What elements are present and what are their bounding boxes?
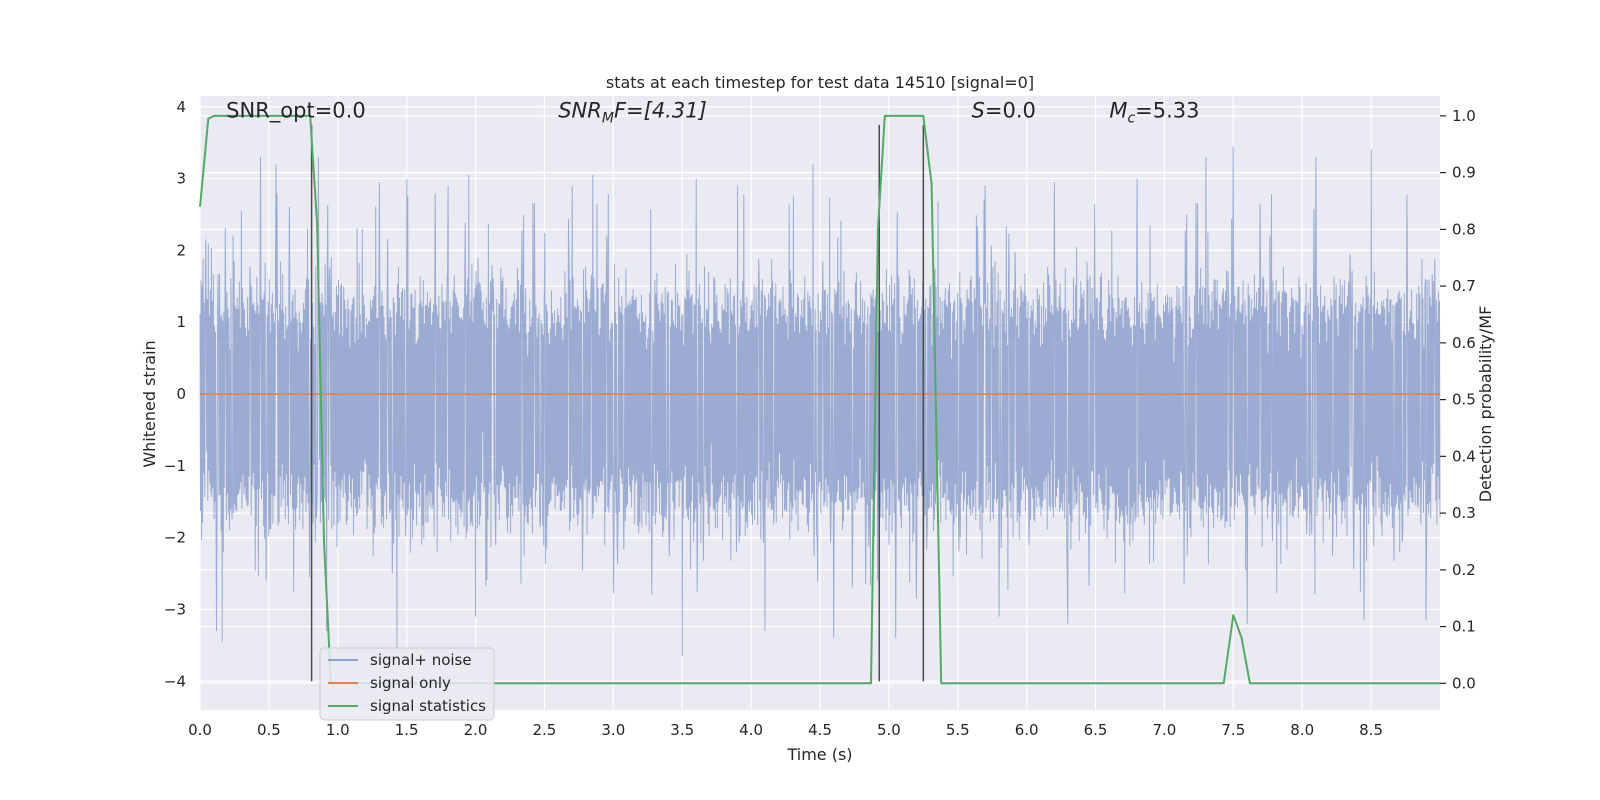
legend-label-signal-statistics: signal statistics (370, 697, 486, 715)
legend-label-signal-only: signal only (370, 674, 451, 692)
y-tick-label-3: −1 (164, 457, 186, 475)
y2-tick-label-4: 0.4 (1452, 447, 1476, 465)
y2-tick-label-10: 1.0 (1452, 107, 1476, 125)
x-tick-label-12: 6.0 (1015, 721, 1039, 739)
chart-title: stats at each timestep for test data 145… (606, 73, 1034, 92)
noise-series (199, 146, 1441, 657)
x-tick-label-0: 0.0 (188, 721, 212, 739)
y-tick-label-5: 1 (176, 313, 186, 331)
x-axis-label: Time (s) (786, 745, 852, 764)
y2-tick-label-5: 0.5 (1452, 391, 1476, 409)
y2-tick-label-9: 0.9 (1452, 164, 1476, 182)
y2-axis-label: Detection probability/MF (1476, 306, 1495, 503)
y-tick-label-0: −4 (164, 672, 186, 690)
x-tick-label-11: 5.5 (946, 721, 970, 739)
y-axis-label: Whitened strain (140, 340, 159, 467)
x-tick-label-6: 3.0 (601, 721, 625, 739)
annotation-snr-mf: SNRMF=[4.31] (558, 99, 707, 127)
y2-tick-label-3: 0.3 (1452, 504, 1476, 522)
x-tick-label-3: 1.5 (395, 721, 419, 739)
x-tick-label-16: 8.0 (1290, 721, 1314, 739)
x-tick-label-8: 4.0 (739, 721, 763, 739)
x-ticks: 0.0 0.5 1.0 1.5 2.0 2.5 3.0 3.5 4.0 4.5 5.0 5.5 6.0 6… (188, 721, 1383, 739)
y-tick-label-1: −3 (164, 600, 186, 618)
series-signal-noise (199, 146, 1441, 657)
y-tick-label-2: −2 (164, 529, 186, 547)
annotation-mc-value: Mc=5.33 (1109, 99, 1199, 127)
y2-tick-label-6: 0.6 (1452, 334, 1476, 352)
y2-tick-label-7: 0.7 (1452, 277, 1476, 295)
x-tick-label-5: 2.5 (533, 721, 557, 739)
x-tick-label-2: 1.0 (326, 721, 350, 739)
x-tick-label-13: 6.5 (1084, 721, 1108, 739)
annotation-s-value: S=0.0 (972, 99, 1036, 123)
legend: signal+ noise signal only signal statist… (319, 647, 495, 721)
x-tick-label-14: 7.0 (1153, 721, 1177, 739)
x-tick-label-1: 0.5 (257, 721, 281, 739)
line-series (199, 114, 1440, 685)
x-tick-label-15: 7.5 (1221, 721, 1245, 739)
x-tick-label-17: 8.5 (1359, 721, 1383, 739)
legend-box (319, 647, 495, 721)
legend-label-signal-noise: signal+ noise (370, 651, 472, 669)
x-tick-label-10: 5.0 (877, 721, 901, 739)
y-ticks: −4 −3 −2 −1 0 1 2 3 4 (164, 98, 186, 691)
x-tick-label-4: 2.0 (464, 721, 488, 739)
annotations: SNR_opt=0.0 SNRMF=[4.31] S=0.0 Mc=5.33 (226, 99, 1199, 127)
y2-tick-label-1: 0.1 (1452, 618, 1476, 636)
series-signal-statistics (199, 114, 1440, 685)
annotation-snr-opt: SNR_opt=0.0 (226, 99, 366, 124)
y2-tick-label-0: 0.0 (1452, 674, 1476, 692)
x-tick-label-9: 4.5 (808, 721, 832, 739)
y-tick-label-7: 3 (176, 170, 186, 188)
y2-tick-label-2: 0.2 (1452, 561, 1476, 579)
y-tick-label-4: 0 (176, 385, 186, 403)
y2-tick-label-8: 0.8 (1452, 220, 1476, 238)
x-tick-label-7: 3.5 (670, 721, 694, 739)
y2-ticks: 0.0 0.1 0.2 0.3 0.4 0.5 0.6 0.7 0.8 0.9 1.0 (1440, 107, 1476, 692)
y-tick-label-6: 2 (176, 241, 186, 259)
y-tick-label-8: 4 (176, 98, 186, 116)
